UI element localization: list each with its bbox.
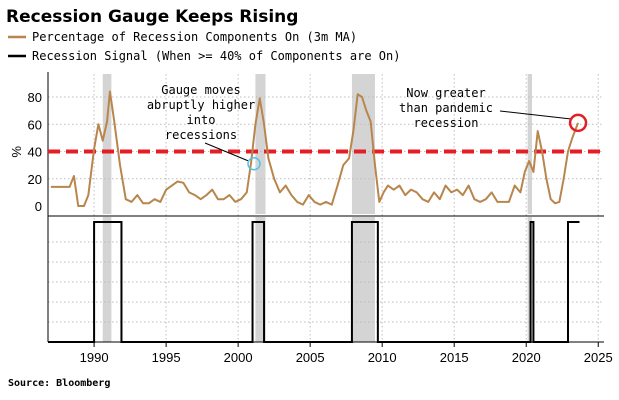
legend: Percentage of Recession Components On (3…: [8, 30, 400, 63]
x-tick-label: 1995: [152, 350, 181, 365]
annotation-arrow: [204, 142, 249, 162]
annotation-gauge-moves: Gauge moves abruptly higher into recessi…: [147, 83, 261, 171]
annotation-arrow: [499, 110, 571, 120]
annotation-line-1: Gauge moves: [161, 83, 240, 97]
series-line-gauge: [50, 90, 580, 207]
series-line-signal: [48, 221, 580, 343]
recession-band-bottom: [255, 217, 266, 342]
recession-band-bottom: [102, 217, 112, 342]
x-tick-label: 1990: [80, 350, 109, 365]
recession-band-top: [102, 74, 112, 214]
recession-band-top: [527, 74, 532, 214]
annotation-now-greater: Now greater than pandemic recession: [399, 86, 588, 133]
y-tick-label: 80: [28, 90, 42, 105]
annotation-line-2: than pandemic: [399, 101, 493, 115]
x-tick-label: 2015: [440, 350, 469, 365]
highlight-circle-red: [568, 113, 588, 133]
annotation-line-2: abruptly higher: [147, 98, 255, 112]
recession-band-top: [255, 74, 266, 214]
annotation-line-3: recession: [413, 116, 478, 130]
y-tick-label: 0: [35, 199, 42, 214]
annotation-line-4: recessions: [165, 128, 237, 142]
annotation-line-1: Now greater: [406, 86, 485, 100]
y-tick-label: 40: [28, 145, 42, 160]
x-tick-label: 2010: [368, 350, 397, 365]
y-ticks: 0 20 40 60 80: [28, 90, 42, 214]
y-axis-label: %: [9, 146, 24, 158]
source-note: Source: Bloomberg: [8, 378, 110, 389]
x-tick-label: 2000: [224, 350, 253, 365]
y-tick-label: 20: [28, 172, 42, 187]
y-tick-label: 60: [28, 117, 42, 132]
bottom-panel-grid: [48, 241, 604, 323]
top-panel-background: [48, 72, 604, 214]
chart-title: Recession Gauge Keeps Rising: [6, 7, 298, 27]
legend-label-signal: Recession Signal (When >= 40% of Compone…: [32, 49, 400, 63]
highlight-circle-cyan: [247, 157, 261, 171]
recession-band-bottom: [351, 217, 375, 342]
x-tick-label: 2005: [296, 350, 325, 365]
annotation-line-3: into: [187, 113, 216, 127]
x-ticks: 1990 1995 2000 2005 2010 2015 2020 2025: [80, 342, 613, 365]
legend-label-gauge: Percentage of Recession Components On (3…: [32, 30, 357, 44]
x-tick-label: 2025: [584, 350, 613, 365]
recession-band-top: [351, 74, 375, 214]
x-tick-label: 2020: [512, 350, 541, 365]
